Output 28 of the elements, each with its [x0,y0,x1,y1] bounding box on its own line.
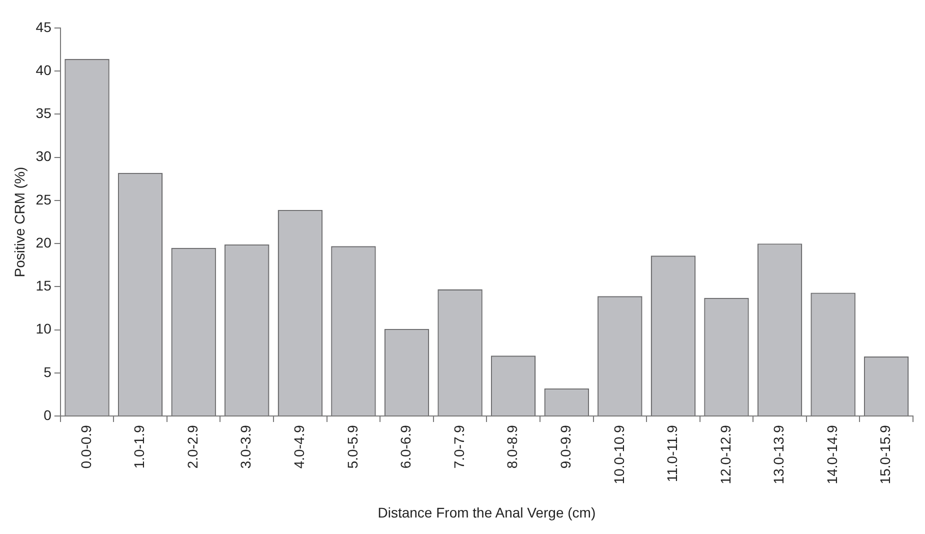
y-tick-label: 10 [36,320,52,337]
x-tick-label: 5.0-5.9 [344,424,360,469]
x-tick-label: 13.0-13.9 [770,424,787,484]
y-tick-label: 40 [36,62,52,78]
y-tick-label: 25 [36,191,52,208]
y-tick-label: 15 [36,278,52,294]
x-tick-label: 8.0-8.9 [504,424,520,469]
y-tick-label: 35 [36,105,52,122]
x-tick-label: 3.0-3.9 [238,424,254,469]
y-axis-title: Positive CRM (%) [11,166,28,278]
x-tick-label: 1.0-1.9 [131,424,148,469]
y-tick-label: 45 [36,18,52,35]
y-tick-label: 20 [36,234,52,250]
x-tick-label: 9.0-9.9 [557,424,574,469]
x-tick-label: 11.0-11.9 [664,424,680,482]
x-tick-label: 4.0-4.9 [291,424,308,469]
y-tick-label: 5 [44,364,52,380]
x-tick-label: 15.0-15.9 [877,424,894,484]
x-tick-label: 7.0-7.9 [450,424,467,469]
y-tick-label: 30 [36,148,52,164]
x-tick-label: 6.0-6.9 [398,424,414,469]
x-tick-label: 12.0-12.9 [717,424,734,484]
y-tick-label: 0 [44,406,52,423]
x-tick-label: 0.0-0.9 [78,424,94,469]
x-axis-title: Distance From the Anal Verge (cm) [378,504,596,520]
x-tick-label: 14.0-14.9 [824,424,840,484]
x-tick-label: 2.0-2.9 [184,424,200,469]
x-tick-label: 10.0-10.9 [610,424,627,484]
